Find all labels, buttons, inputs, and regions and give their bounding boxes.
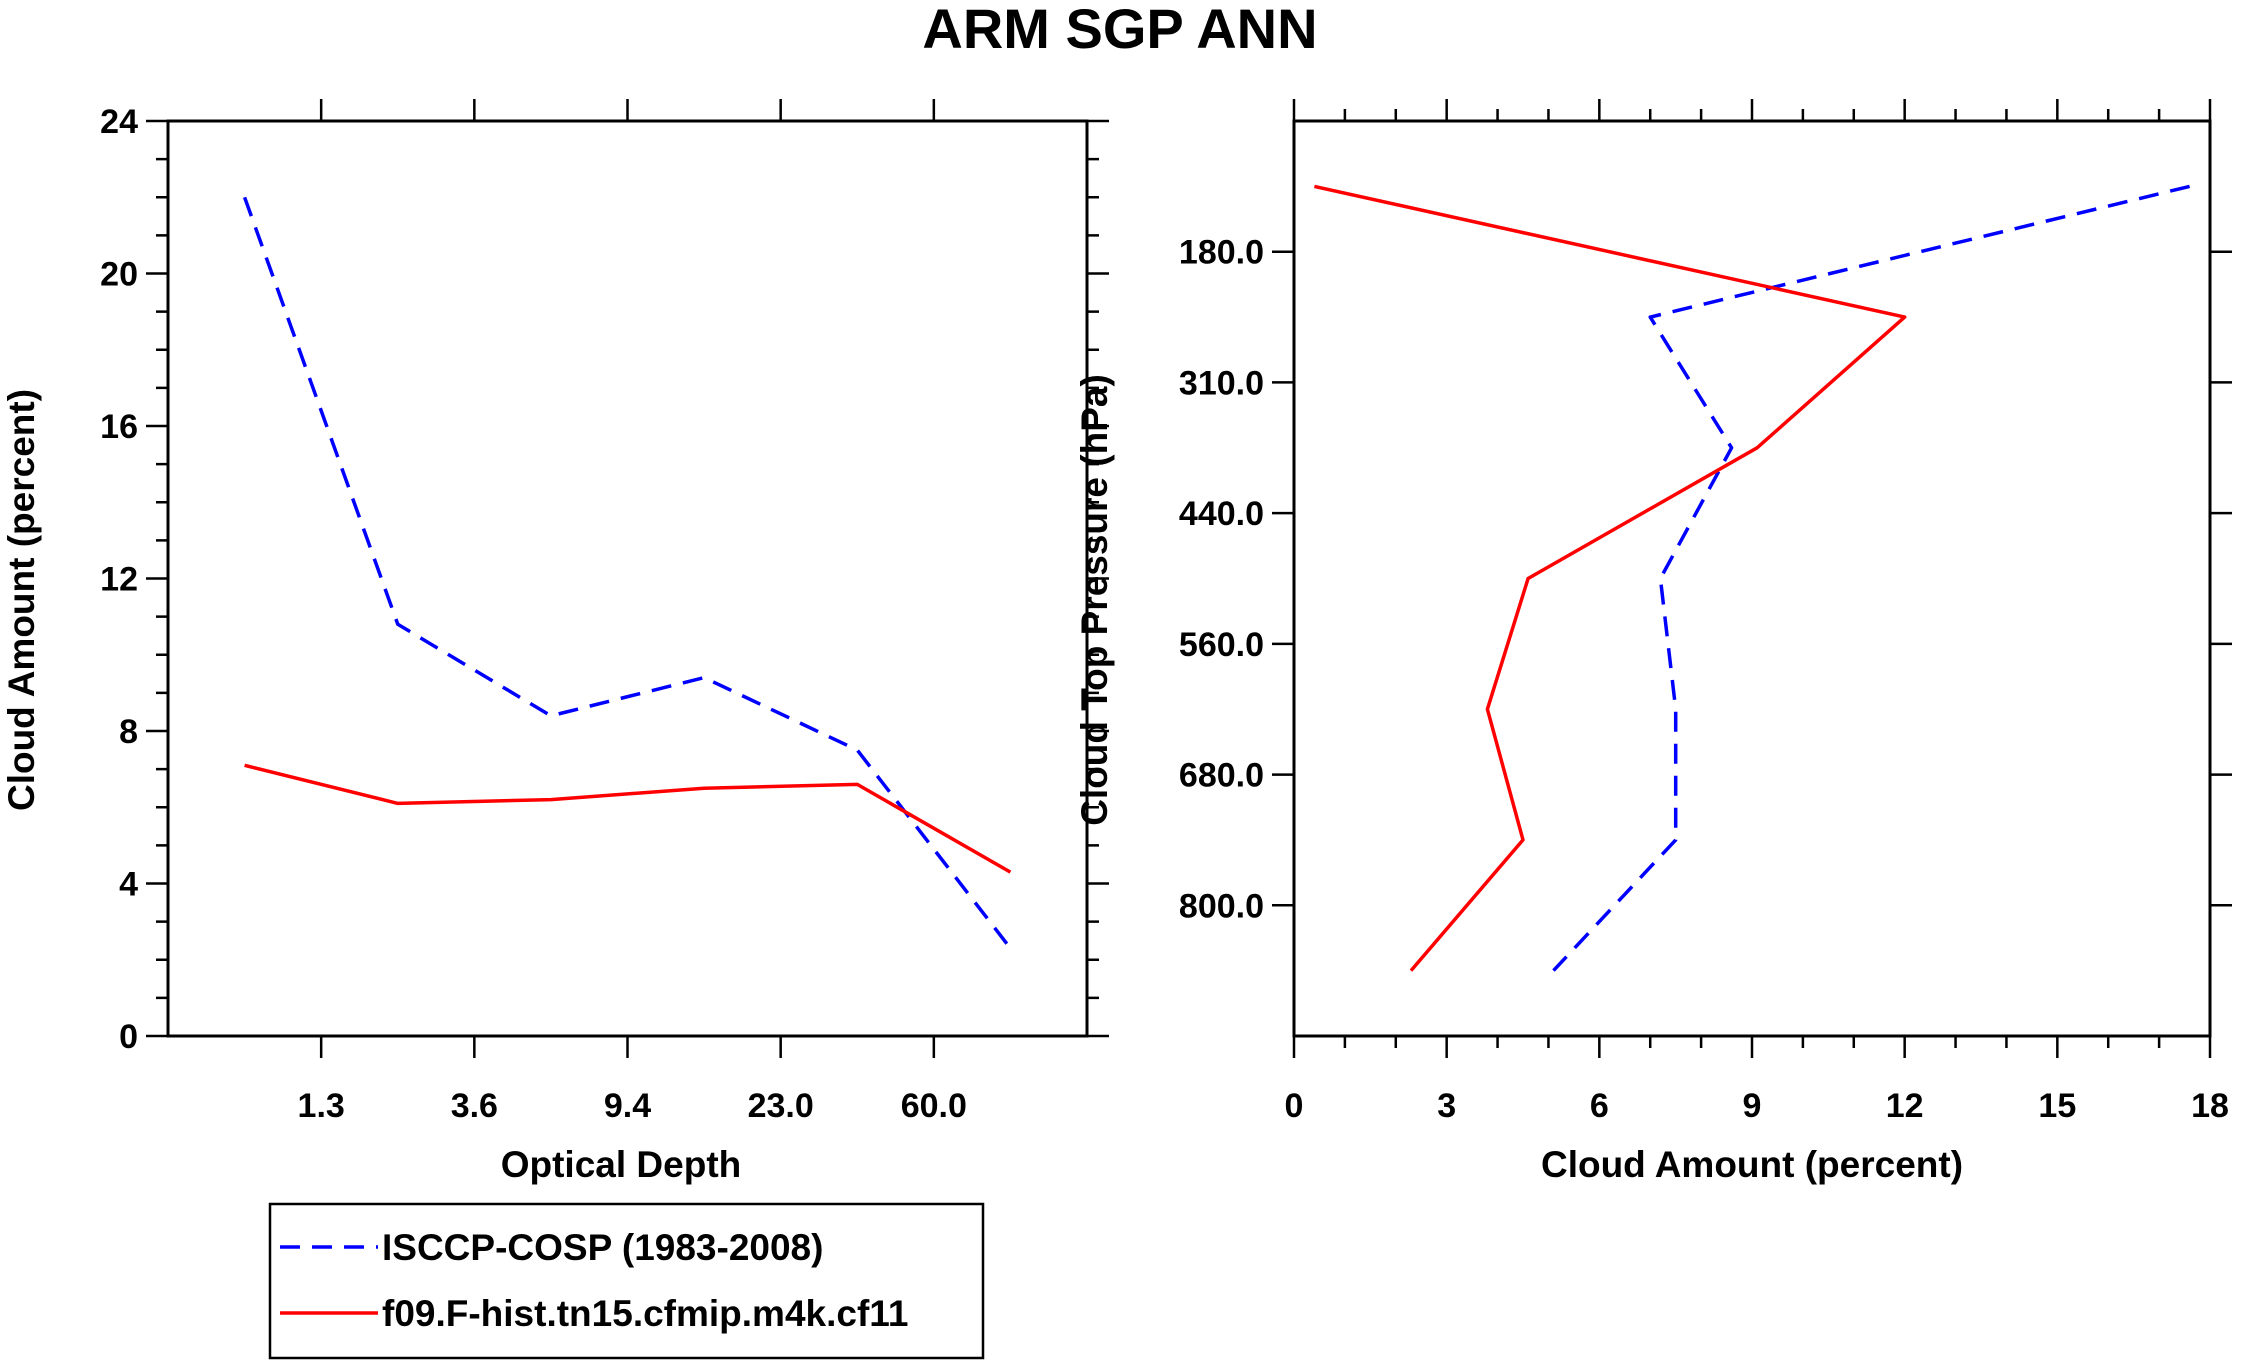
left-y-tick-label-24: 24 xyxy=(100,103,138,141)
right-series-isccp-cosp-line xyxy=(1552,184,2191,972)
left-x-tick-label-23-0: 23.0 xyxy=(748,1087,814,1125)
right-x-tick-label-12: 12 xyxy=(1886,1087,1924,1125)
right-x-tick-label-6: 6 xyxy=(1590,1087,1609,1125)
right-y-tick-label-440-0: 440.0 xyxy=(1179,495,1264,533)
right-x-tick-label-18: 18 xyxy=(2191,1087,2229,1125)
right-y-tick-label-180-0: 180.0 xyxy=(1179,234,1264,272)
right-plot-frame xyxy=(1292,119,2212,1038)
legend: ISCCP-COSP (1983-2008) f09.F-hist.tn15.c… xyxy=(268,1202,985,1360)
left-x-axis-label: Optical Depth xyxy=(501,1144,742,1185)
figure-title: ARM SGP ANN xyxy=(922,0,1317,60)
right-y-axis-label: Cloud Top Pressure (hPa) xyxy=(1074,374,1115,826)
right-x-tick-label-3: 3 xyxy=(1437,1087,1456,1125)
right-x-tick-label-15: 15 xyxy=(2038,1087,2076,1125)
left-series-isccp-cosp-line xyxy=(242,196,1012,950)
right-x-axis-label: Cloud Amount (percent) xyxy=(1541,1144,1963,1185)
right-series-model-line xyxy=(1314,184,1907,972)
right-y-tick-label-560-0: 560.0 xyxy=(1179,626,1264,664)
cloud-top-pressure-panel: Cloud Amount (percent) Cloud Top Pressur… xyxy=(1074,99,2232,1185)
right-x-tick-label-9: 9 xyxy=(1743,1087,1762,1125)
left-y-tick-label-16: 16 xyxy=(100,408,138,446)
right-y-tick-label-680-0: 680.0 xyxy=(1179,757,1264,795)
left-y-tick-label-4: 4 xyxy=(119,866,138,904)
left-x-tick-label-9-4: 9.4 xyxy=(604,1087,651,1125)
legend-label-model: f09.F-hist.tn15.cfmip.m4k.cf11 xyxy=(382,1293,908,1334)
left-y-tick-label-0: 0 xyxy=(119,1018,138,1056)
left-plot-frame xyxy=(166,119,1089,1038)
right-x-tick-label-0: 0 xyxy=(1285,1087,1304,1125)
left-x-tick-label-3-6: 3.6 xyxy=(451,1087,498,1125)
legend-frame xyxy=(268,1202,985,1360)
right-y-tick-label-800-0: 800.0 xyxy=(1179,887,1264,925)
right-y-tick-label-310-0: 310.0 xyxy=(1179,364,1264,402)
optical-depth-panel: Optical Depth Cloud Amount (percent) 0 4 8… xyxy=(1,99,1109,1185)
left-y-axis-label: Cloud Amount (percent) xyxy=(1,389,42,811)
left-y-tick-label-8: 8 xyxy=(119,713,138,751)
legend-label-isccp: ISCCP-COSP (1983-2008) xyxy=(382,1227,823,1268)
left-series-model-line xyxy=(244,763,1012,874)
left-x-tick-label-60-0: 60.0 xyxy=(901,1087,967,1125)
left-y-tick-label-20: 20 xyxy=(100,256,138,294)
left-x-tick-label-1-3: 1.3 xyxy=(298,1087,345,1125)
left-y-tick-label-12: 12 xyxy=(100,561,138,599)
